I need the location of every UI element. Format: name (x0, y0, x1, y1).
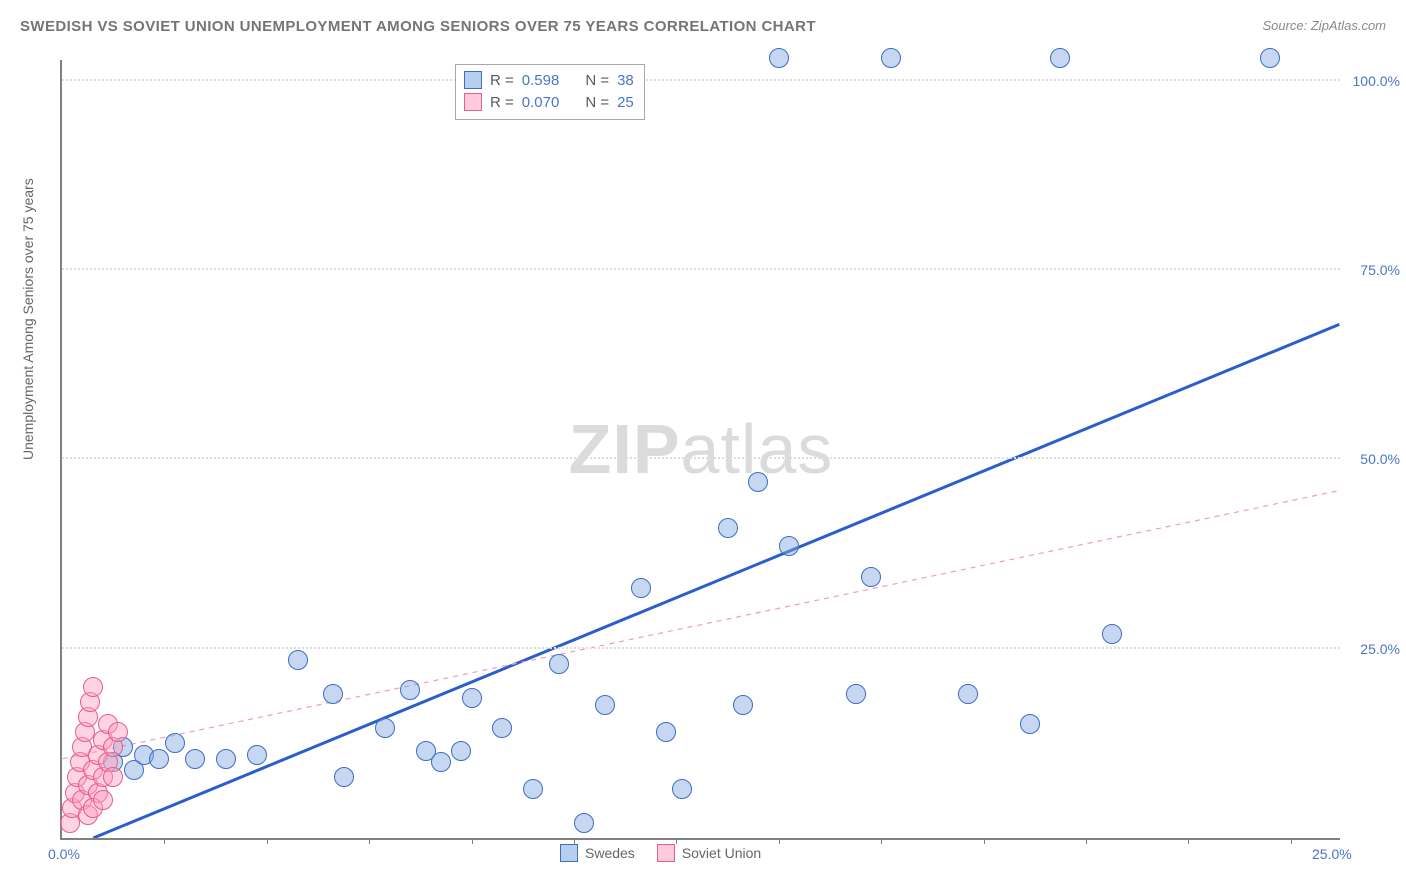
data-point (748, 472, 768, 492)
x-minor-tick (1291, 838, 1292, 844)
x-tick-label: 0.0% (48, 846, 80, 862)
legend-swatch (464, 93, 482, 111)
data-point (631, 578, 651, 598)
legend-row: R = 0.070 N = 25 (464, 91, 634, 113)
x-minor-tick (779, 838, 780, 844)
legend-swatch (464, 71, 482, 89)
legend-item: Swedes (560, 844, 635, 862)
data-point (549, 654, 569, 674)
gridline (62, 457, 1340, 459)
x-minor-tick (881, 838, 882, 844)
data-point (216, 749, 236, 769)
data-point (656, 722, 676, 742)
trend-line (93, 324, 1339, 838)
series-legend: Swedes Soviet Union (560, 844, 761, 862)
scatter-plot-area: ZIPatlas 25.0%50.0%75.0%100.0%0.0%25.0% (60, 60, 1340, 840)
y-axis-label: Unemployment Among Seniors over 75 years (20, 178, 36, 460)
data-point (672, 779, 692, 799)
data-point (958, 684, 978, 704)
r-label: R = (490, 72, 514, 89)
correlation-legend: R = 0.598 N = 38 R = 0.070 N = 25 (455, 64, 645, 120)
data-point (108, 722, 128, 742)
r-value: 0.070 (522, 94, 560, 111)
n-label: N = (585, 94, 609, 111)
data-point (1050, 48, 1070, 68)
data-point (733, 695, 753, 715)
data-point (462, 688, 482, 708)
data-point (1102, 624, 1122, 644)
r-label: R = (490, 94, 514, 111)
r-value: 0.598 (522, 72, 560, 89)
data-point (451, 741, 471, 761)
x-tick-label: 25.0% (1312, 846, 1352, 862)
gridline (62, 647, 1340, 649)
x-minor-tick (369, 838, 370, 844)
n-value: 25 (617, 94, 634, 111)
data-point (861, 567, 881, 587)
data-point (431, 752, 451, 772)
n-label: N = (585, 72, 609, 89)
gridline (62, 268, 1340, 270)
data-point (718, 518, 738, 538)
legend-row: R = 0.598 N = 38 (464, 69, 634, 91)
data-point (400, 680, 420, 700)
data-point (1020, 714, 1040, 734)
data-point (595, 695, 615, 715)
data-point (881, 48, 901, 68)
x-minor-tick (164, 838, 165, 844)
trend-line (63, 491, 1340, 759)
data-point (574, 813, 594, 833)
n-value: 38 (617, 72, 634, 89)
trend-lines (62, 60, 1340, 838)
y-tick-label: 50.0% (1345, 451, 1400, 467)
legend-swatch (560, 844, 578, 862)
source-label: Source: ZipAtlas.com (1262, 18, 1386, 33)
data-point (323, 684, 343, 704)
data-point (185, 749, 205, 769)
x-minor-tick (267, 838, 268, 844)
legend-label: Swedes (585, 845, 635, 861)
data-point (334, 767, 354, 787)
data-point (1260, 48, 1280, 68)
y-tick-label: 25.0% (1345, 641, 1400, 657)
data-point (165, 733, 185, 753)
data-point (523, 779, 543, 799)
watermark: ZIPatlas (569, 409, 834, 489)
data-point (83, 677, 103, 697)
y-tick-label: 100.0% (1345, 73, 1400, 89)
legend-item: Soviet Union (657, 844, 761, 862)
data-point (375, 718, 395, 738)
gridline (62, 79, 1340, 81)
data-point (103, 767, 123, 787)
x-minor-tick (472, 838, 473, 844)
x-minor-tick (1086, 838, 1087, 844)
data-point (846, 684, 866, 704)
data-point (769, 48, 789, 68)
data-point (93, 790, 113, 810)
y-tick-label: 75.0% (1345, 262, 1400, 278)
data-point (247, 745, 267, 765)
legend-label: Soviet Union (682, 845, 761, 861)
x-minor-tick (984, 838, 985, 844)
data-point (492, 718, 512, 738)
data-point (288, 650, 308, 670)
data-point (779, 536, 799, 556)
data-point (149, 749, 169, 769)
x-minor-tick (1188, 838, 1189, 844)
legend-swatch (657, 844, 675, 862)
chart-title: SWEDISH VS SOVIET UNION UNEMPLOYMENT AMO… (20, 18, 816, 35)
